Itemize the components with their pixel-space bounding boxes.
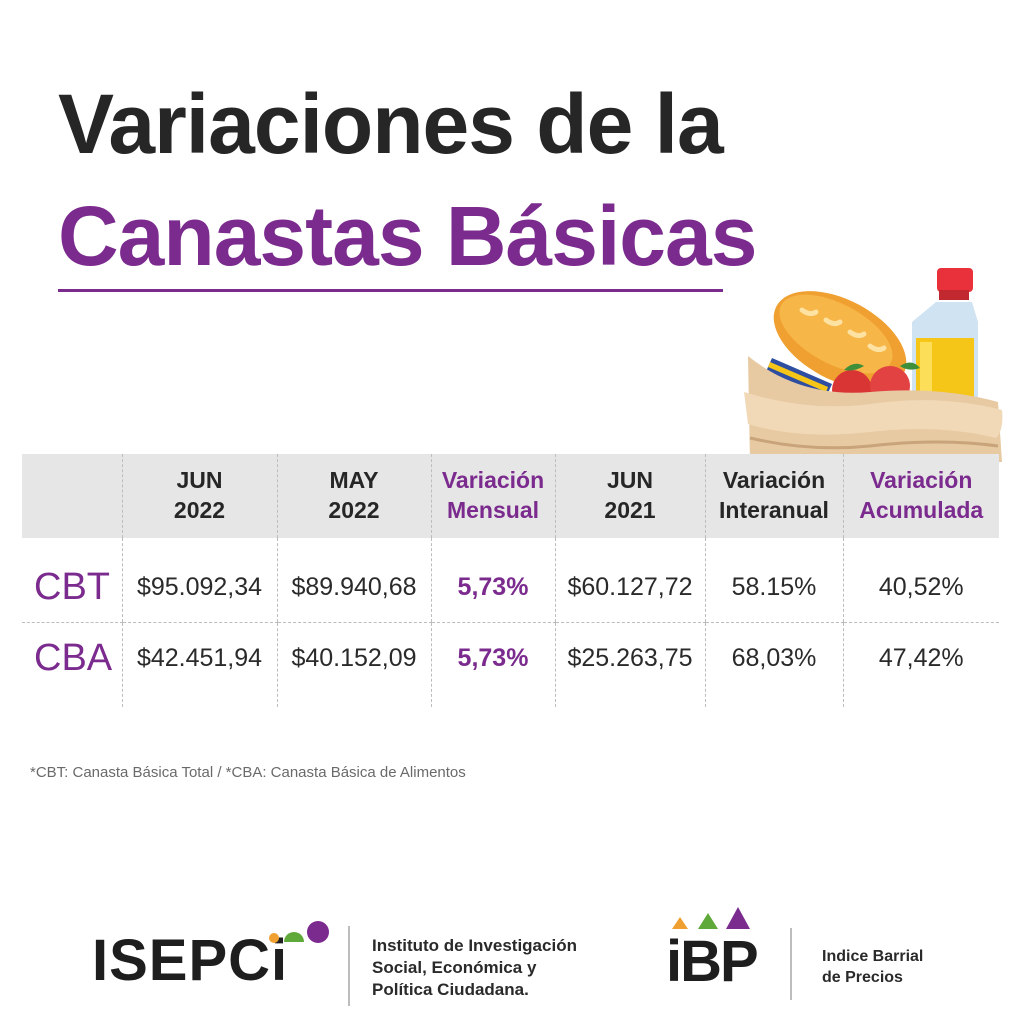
title-underline: [58, 289, 723, 292]
isepci-logo: ISEPCi: [92, 918, 332, 998]
cell-value: $25.263,75: [554, 622, 705, 707]
cell-variacion-interanual: 58.15%: [704, 538, 843, 623]
cell-value: $40.152,09: [276, 622, 431, 707]
footer-divider-ibp: [790, 928, 792, 1000]
header-may-2022: MAY 2022: [276, 454, 431, 538]
cell-value: $89.940,68: [276, 538, 431, 623]
table-row: CBA $42.451,94 $40.152,09 5,73% $25.263,…: [22, 622, 999, 707]
basket-illustration: [744, 268, 1003, 462]
footer-divider-isepci: [348, 926, 350, 1006]
bread-icon: [773, 291, 907, 389]
title-line-2: Canastas Básicas: [58, 189, 757, 283]
price-table: JUN 2022 MAY 2022 Variación Mensual JUN 2021…: [22, 454, 999, 707]
header-empty: [22, 454, 122, 538]
cell-value: $95.092,34: [121, 538, 277, 623]
footnote: *CBT: Canasta Básica Total / *CBA: Canas…: [30, 764, 466, 781]
cell-variacion-mensual: 5,73%: [430, 538, 555, 623]
header-variacion-interanual: Variación Interanual: [704, 454, 843, 538]
isepci-dots-icon: [269, 921, 329, 943]
bottle-icon: [912, 268, 978, 402]
isepci-description: Instituto de Investigación Social, Econó…: [372, 936, 577, 1000]
title-line-1: Variaciones de la: [58, 77, 724, 171]
cell-variacion-acumulada: 47,42%: [842, 622, 999, 707]
cell-variacion-mensual: 5,73%: [430, 622, 555, 707]
cell-variacion-interanual: 68,03%: [704, 622, 843, 707]
table-row: CBT $95.092,34 $89.940,68 5,73% $60.127,…: [22, 538, 999, 623]
header-variacion-acumulada: Variación Acumulada: [842, 454, 999, 538]
ibp-description: Indice Barrial de Precios: [822, 948, 924, 986]
isepci-logo-text: ISEPCi: [92, 928, 289, 993]
ibp-logo: iBP: [666, 905, 778, 1000]
ibp-logo-text: iBP: [666, 929, 759, 994]
row-label-cba: CBA: [34, 636, 113, 679]
ibp-triangles-icon: [672, 907, 750, 929]
cell-value: $42.451,94: [121, 622, 277, 707]
header-jun-2022: JUN 2022: [121, 454, 277, 538]
row-label-cbt: CBT: [22, 538, 122, 623]
header-variacion-mensual: Variación Mensual: [430, 454, 555, 538]
header-jun-2021: JUN 2021: [554, 454, 705, 538]
table-header-row: JUN 2022 MAY 2022 Variación Mensual JUN 2021…: [22, 454, 999, 538]
cell-value: $60.127,72: [554, 538, 705, 623]
cell-variacion-acumulada: 40,52%: [842, 538, 999, 623]
